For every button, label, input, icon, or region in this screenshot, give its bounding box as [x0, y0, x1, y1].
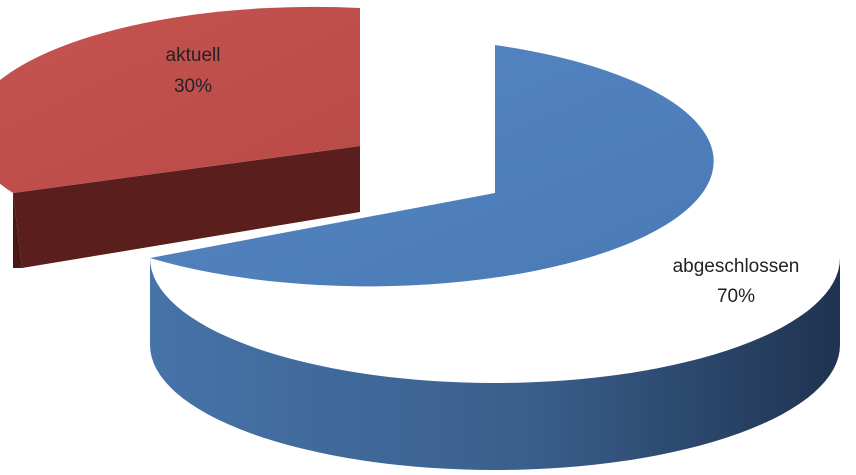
slice-aktuell-label: aktuell — [166, 45, 221, 66]
slice-aktuell-side-left — [13, 193, 22, 268]
slice-abgeschlossen-top — [150, 45, 714, 287]
slice-aktuell-top — [0, 6, 360, 193]
slice-abgeschlossen-side — [150, 258, 840, 470]
slice-abgeschlossen-label: abgeschlossen — [673, 256, 800, 277]
slice-aktuell-side — [13, 146, 360, 268]
slice-abgeschlossen-percent: 70% — [717, 286, 755, 307]
slice-abgeschlossen: abgeschlossen 70% — [150, 45, 840, 470]
slice-aktuell-percent: 30% — [174, 76, 212, 97]
slice-aktuell: aktuell 30% — [0, 6, 360, 268]
